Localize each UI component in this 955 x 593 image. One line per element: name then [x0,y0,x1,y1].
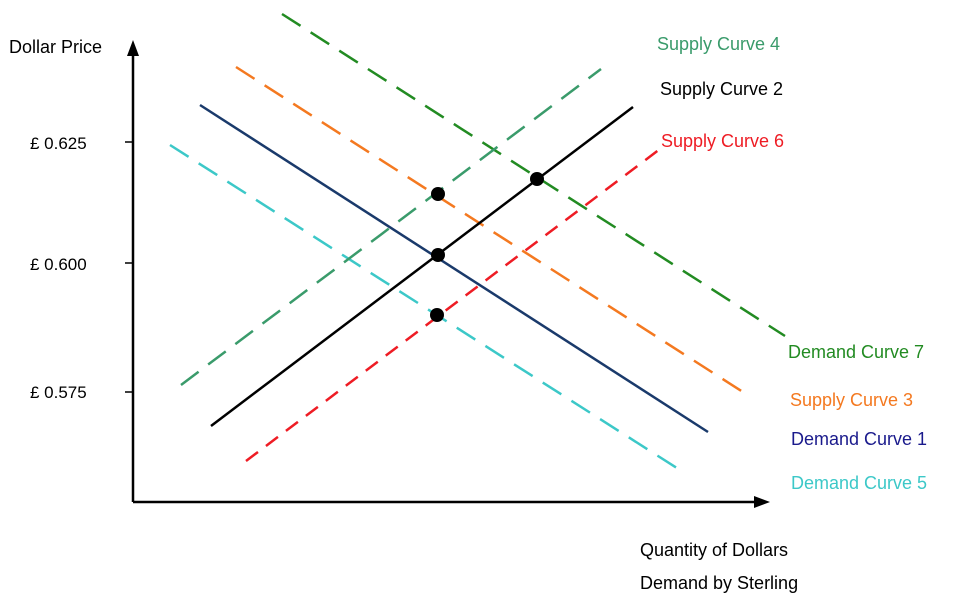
x-axis-arrowhead [754,496,770,508]
supply-curve-4-label: Supply Curve 4 [657,34,781,54]
supply-curve-6-line [245,148,661,462]
x-axis-label-line2: Demand by Sterling [640,573,799,593]
supply-curve-3-line [235,65,747,396]
demand-curve-7-line [281,12,786,338]
y-tick-label-0600: £ 0.600 [30,255,87,274]
demand-curve-7-label: Demand Curve 7 [788,342,925,362]
equilibrium-point [430,308,444,322]
supply-curve-3-label: Supply Curve 3 [790,390,914,410]
y-tick-label-0625: £ 0.625 [30,134,87,153]
supply-curve-2-line [210,106,634,427]
y-axis-arrowhead [127,40,139,56]
y-tick-label-0575: £ 0.575 [30,383,87,402]
equilibrium-point [431,248,445,262]
supply-curve-2-label: Supply Curve 2 [660,79,784,99]
equilibrium-point [530,172,544,186]
demand-curve-1-line [199,103,709,434]
supply-curve-6-label: Supply Curve 6 [661,131,785,151]
supply-curve-4-line [180,68,602,386]
demand-curve-5-line [169,143,681,472]
demand-curve-5-label: Demand Curve 5 [791,473,928,493]
y-axis-label: Dollar Price [9,37,103,57]
x-axis-label-line1: Quantity of Dollars [640,540,789,560]
demand-curve-1-label: Demand Curve 1 [791,429,928,449]
equilibrium-point [431,187,445,201]
